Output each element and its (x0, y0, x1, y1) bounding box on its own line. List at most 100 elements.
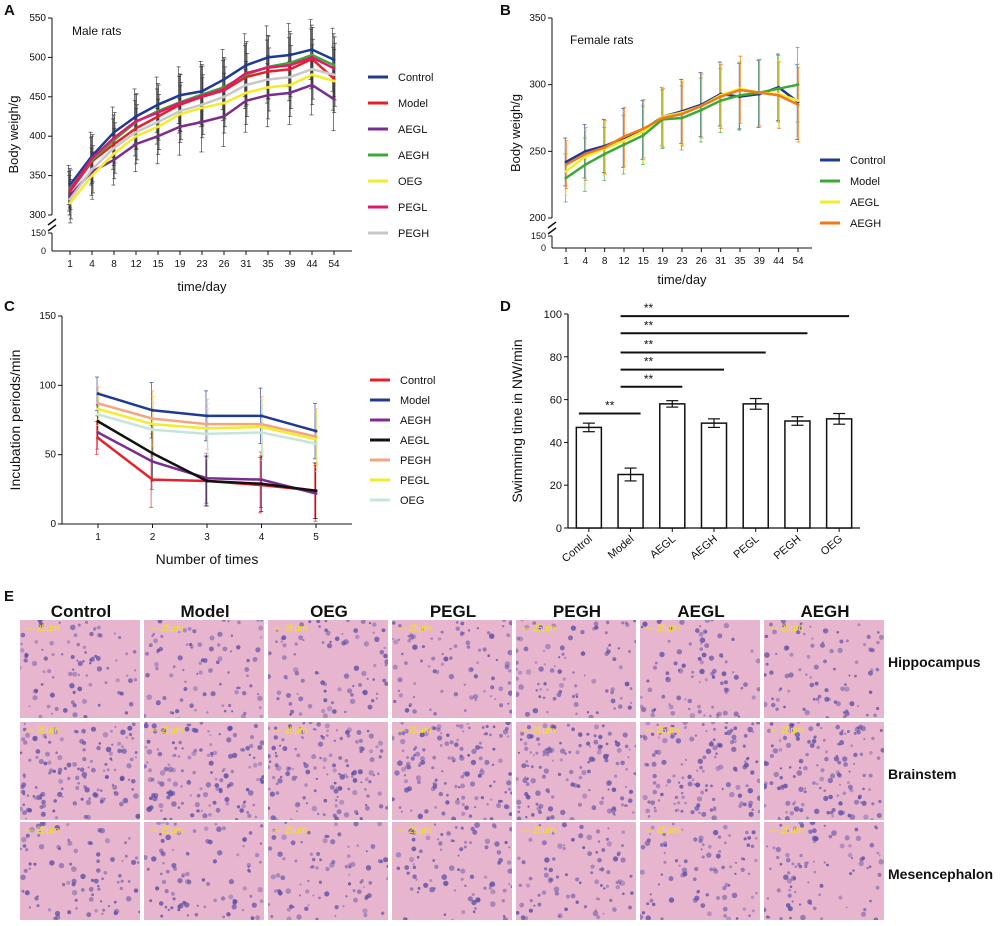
cell-nucleus (221, 769, 225, 773)
cell-nucleus (339, 787, 343, 790)
cell-nucleus (463, 683, 466, 686)
cell-nucleus (807, 740, 811, 744)
cell-nucleus (580, 651, 586, 656)
cell-nucleus (836, 631, 840, 634)
cell-nucleus (364, 777, 369, 781)
cell-nucleus (53, 729, 59, 735)
cell-nucleus (151, 793, 156, 798)
x-tick-label: Model (606, 533, 637, 561)
scale-bar-label: — 25μm (397, 825, 432, 835)
cell-nucleus (674, 809, 678, 812)
cell-nucleus (616, 853, 620, 857)
cell-nucleus (721, 671, 727, 677)
cell-nucleus (652, 773, 657, 779)
cell-nucleus (751, 830, 756, 835)
cell-nucleus (118, 635, 122, 640)
cell-nucleus (812, 781, 816, 785)
cell-nucleus (201, 878, 206, 882)
cell-nucleus (750, 895, 755, 899)
cell-nucleus (600, 884, 603, 887)
cell-nucleus (113, 632, 117, 635)
cell-nucleus (815, 697, 820, 701)
cell-nucleus (344, 759, 349, 763)
cell-nucleus (165, 869, 170, 874)
cell-nucleus (687, 698, 693, 704)
cell-nucleus (647, 800, 651, 804)
cell-nucleus (859, 752, 864, 756)
cell-nucleus (285, 888, 292, 894)
histology-image: — 25μm (640, 822, 760, 920)
cell-nucleus (54, 910, 61, 917)
cell-nucleus (743, 682, 748, 687)
significance-label: ** (644, 338, 654, 352)
x-axis-label: Number of times (156, 551, 259, 567)
cell-nucleus (72, 671, 78, 677)
cell-nucleus (66, 640, 71, 644)
cell-nucleus (583, 674, 586, 677)
cell-nucleus (610, 807, 617, 813)
cell-nucleus (748, 811, 754, 817)
cell-nucleus (362, 691, 365, 694)
cell-nucleus (77, 623, 81, 627)
cell-nucleus (49, 860, 55, 866)
cell-nucleus (625, 622, 630, 627)
cell-nucleus (764, 907, 767, 913)
cell-nucleus (506, 780, 512, 786)
cell-nucleus (808, 829, 813, 834)
cell-nucleus (618, 704, 623, 709)
cell-nucleus (464, 771, 470, 777)
cell-nucleus (203, 826, 209, 831)
cell-nucleus (711, 675, 716, 679)
cell-nucleus (699, 625, 702, 628)
cell-nucleus (674, 859, 679, 863)
cell-nucleus (682, 722, 688, 726)
cell-nucleus (622, 732, 628, 738)
cell-nucleus (169, 673, 174, 678)
data-point (178, 125, 182, 129)
cell-nucleus (571, 727, 575, 732)
cell-nucleus (97, 884, 100, 888)
cell-nucleus (443, 656, 449, 662)
cell-nucleus (840, 686, 845, 692)
cell-nucleus (876, 851, 880, 855)
cell-nucleus (413, 682, 417, 686)
cell-nucleus (38, 714, 43, 718)
cell-nucleus (198, 661, 202, 665)
cell-nucleus (152, 729, 158, 734)
cell-nucleus (615, 761, 620, 766)
cell-nucleus (432, 859, 436, 862)
cell-nucleus (699, 668, 705, 675)
cell-nucleus (473, 674, 478, 679)
cell-nucleus (344, 864, 349, 869)
cell-nucleus (397, 760, 403, 766)
bar-pegh (784, 420, 811, 529)
cell-nucleus (186, 879, 192, 885)
cell-nucleus (612, 856, 619, 862)
cell-nucleus (809, 676, 812, 679)
cell-nucleus (704, 788, 708, 792)
cell-nucleus (485, 725, 489, 728)
data-point (738, 88, 742, 92)
cell-nucleus (70, 700, 75, 704)
cell-nucleus (70, 655, 75, 659)
y-tick-label: 150 (531, 231, 546, 241)
cell-nucleus (184, 726, 190, 732)
cell-nucleus (116, 880, 120, 884)
cell-nucleus (879, 729, 883, 732)
cell-nucleus (234, 690, 239, 695)
cell-nucleus (466, 645, 471, 649)
cell-nucleus (346, 764, 350, 768)
cell-nucleus (227, 671, 230, 674)
cell-nucleus (39, 822, 45, 827)
cell-nucleus (816, 745, 820, 750)
cell-nucleus (699, 647, 703, 651)
cell-nucleus (261, 775, 264, 779)
cell-nucleus (20, 806, 24, 812)
cell-nucleus (824, 750, 828, 754)
cell-nucleus (410, 756, 415, 761)
cell-nucleus (332, 709, 337, 714)
cell-nucleus (454, 826, 458, 829)
cell-nucleus (606, 649, 611, 654)
y-tick-label: 350 (29, 171, 46, 182)
cell-nucleus (802, 707, 806, 711)
